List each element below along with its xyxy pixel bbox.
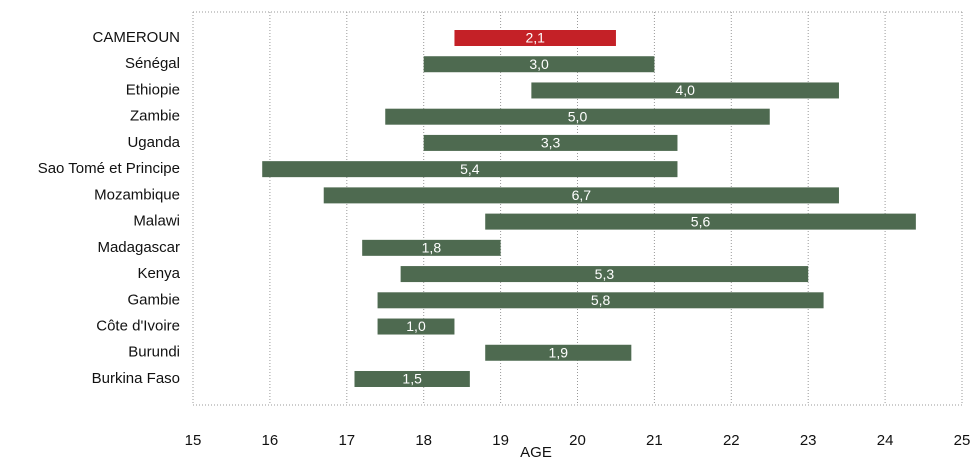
y-tick-label: Malawi — [133, 213, 180, 230]
value-label: 5,0 — [568, 108, 588, 124]
x-tick-label: 21 — [646, 432, 663, 449]
value-label: 1,8 — [422, 240, 442, 256]
y-tick-label: Ethiopie — [126, 81, 180, 98]
x-tick-label: 23 — [800, 432, 817, 449]
bar — [485, 213, 916, 230]
x-tick-label: 18 — [415, 432, 432, 449]
value-label: 3,0 — [529, 56, 549, 72]
y-tick-label: Uganda — [127, 134, 180, 151]
y-tick-label: Burkina Faso — [92, 370, 180, 387]
x-axis-label: AGE — [520, 444, 552, 459]
y-tick-label: Gambie — [127, 291, 180, 308]
x-tick-label: 20 — [569, 432, 586, 449]
bar — [377, 318, 455, 335]
value-label: 5,8 — [591, 292, 611, 308]
y-tick-label: Madagascar — [97, 239, 180, 256]
x-tick-label: 25 — [954, 432, 971, 449]
bar — [423, 134, 678, 151]
x-tick-label: 19 — [492, 432, 509, 449]
y-tick-label: Mozambique — [94, 186, 180, 203]
x-tick-label: 16 — [262, 432, 279, 449]
bar — [423, 56, 655, 73]
value-label: 3,3 — [541, 135, 561, 151]
bar — [362, 239, 501, 256]
bar — [377, 292, 824, 309]
bar — [485, 344, 632, 361]
y-tick-label: Sao Tomé et Principe — [38, 160, 180, 177]
x-tick-label: 17 — [338, 432, 355, 449]
bar — [262, 161, 678, 178]
value-label: 1,0 — [406, 318, 426, 334]
bar — [323, 187, 839, 204]
value-label: 4,0 — [675, 82, 695, 98]
bar — [354, 370, 470, 387]
value-label: 6,7 — [572, 187, 592, 203]
value-label: 5,4 — [460, 161, 480, 177]
value-label: 1,9 — [549, 344, 569, 360]
value-label: 2,1 — [525, 30, 545, 46]
value-label: 5,6 — [691, 213, 711, 229]
bar — [531, 82, 839, 99]
y-tick-label: Burundi — [128, 344, 180, 361]
x-tick-label: 24 — [877, 432, 894, 449]
y-tick-label: CAMEROUN — [92, 29, 180, 46]
x-tick-label: 15 — [185, 432, 202, 449]
y-tick-label: Kenya — [137, 265, 180, 282]
bar — [454, 30, 616, 46]
y-tick-label: Sénégal — [125, 55, 180, 72]
bar — [400, 266, 809, 283]
y-tick-label: Côte d'Ivoire — [96, 317, 180, 334]
x-tick-label: 22 — [723, 432, 740, 449]
value-label: 1,5 — [402, 371, 422, 387]
bar — [385, 108, 770, 125]
y-tick-label: Zambie — [130, 108, 180, 125]
value-label: 5,3 — [595, 266, 615, 282]
